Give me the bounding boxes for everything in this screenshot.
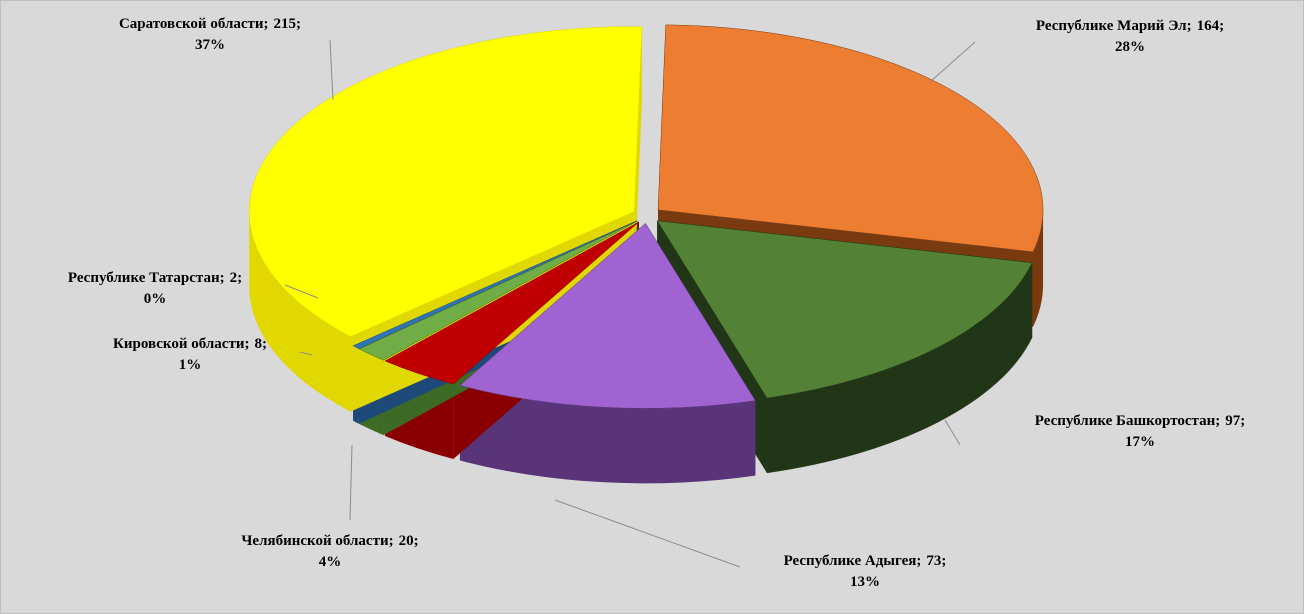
leader-line bbox=[299, 351, 313, 356]
data-label: Республике Татарстан; 2; bbox=[68, 270, 242, 286]
leader-line bbox=[929, 41, 976, 83]
data-label: Республике Адыгея; 73; bbox=[784, 553, 947, 569]
percent-label: 1% bbox=[179, 357, 202, 373]
category-label: Саратовской области bbox=[119, 16, 264, 32]
label-separator: ; bbox=[264, 16, 269, 32]
data-label: Республике Марий Эл; 164; bbox=[1036, 18, 1224, 34]
pie-slice bbox=[249, 26, 643, 337]
label-separator: ; bbox=[1215, 413, 1220, 429]
label-separator: ; bbox=[262, 336, 267, 352]
value-label: 73 bbox=[926, 553, 941, 569]
label-separator: ; bbox=[244, 336, 249, 352]
label-separator: ; bbox=[237, 270, 242, 286]
pie-slice bbox=[352, 220, 637, 350]
label-separator: ; bbox=[1187, 18, 1192, 34]
percent-label: 13% bbox=[850, 574, 880, 590]
percent-label: 4% bbox=[319, 554, 342, 570]
pie-slice bbox=[459, 222, 756, 409]
label-separator: ; bbox=[389, 533, 394, 549]
pie-slice bbox=[358, 220, 638, 361]
label-separator: ; bbox=[941, 553, 946, 569]
category-label: Республике Татарстан bbox=[68, 270, 220, 286]
value-label: 215 bbox=[274, 16, 297, 32]
percent-label: 37% bbox=[195, 37, 225, 53]
pie-wall bbox=[1033, 209, 1044, 327]
label-separator: ; bbox=[414, 533, 419, 549]
label-separator: ; bbox=[220, 270, 225, 286]
leader-line bbox=[329, 39, 334, 101]
value-label: 97 bbox=[1225, 413, 1241, 429]
category-label: Республике Башкортостан bbox=[1035, 413, 1216, 429]
pie-wall bbox=[767, 262, 1033, 474]
value-label: 2 bbox=[230, 270, 238, 286]
data-label: Саратовской области; 215; bbox=[119, 16, 301, 32]
pie-slice bbox=[384, 221, 640, 385]
pie-wall bbox=[249, 211, 351, 412]
value-label: 164 bbox=[1197, 18, 1220, 34]
leader-line bbox=[944, 419, 961, 446]
value-label: 8 bbox=[254, 336, 262, 352]
leader-line bbox=[554, 499, 741, 568]
category-label: Республике Адыгея bbox=[784, 553, 917, 569]
pie-slice bbox=[656, 220, 1033, 399]
leader-line bbox=[284, 284, 319, 299]
percent-label: 17% bbox=[1125, 434, 1155, 450]
pie-wall bbox=[459, 385, 756, 484]
percent-label: 28% bbox=[1115, 39, 1145, 55]
pie-slice bbox=[657, 24, 1044, 253]
percent-label: 0% bbox=[144, 291, 167, 307]
category-label: Республике Марий Эл bbox=[1036, 18, 1187, 34]
label-separator: ; bbox=[1240, 413, 1245, 429]
data-label: Кировской области; 8; bbox=[113, 336, 267, 352]
category-label: Кировской области bbox=[113, 336, 245, 352]
leader-line bbox=[349, 444, 353, 521]
data-label: Челябинской области; 20; bbox=[241, 533, 418, 549]
value-label: 20 bbox=[399, 533, 414, 549]
label-separator: ; bbox=[296, 16, 301, 32]
category-label: Челябинской области bbox=[241, 533, 389, 549]
label-separator: ; bbox=[1219, 18, 1224, 34]
label-separator: ; bbox=[916, 553, 921, 569]
data-label: Республике Башкортостан; 97; bbox=[1035, 413, 1245, 429]
